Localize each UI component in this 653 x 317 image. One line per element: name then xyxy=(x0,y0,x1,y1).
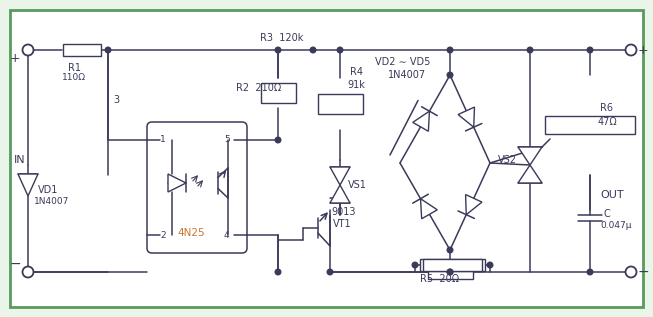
Bar xyxy=(420,259,485,271)
FancyBboxPatch shape xyxy=(147,122,247,253)
Circle shape xyxy=(275,47,281,53)
Circle shape xyxy=(22,44,33,55)
Circle shape xyxy=(275,269,281,275)
Text: R1: R1 xyxy=(68,63,81,73)
Polygon shape xyxy=(168,174,186,192)
Circle shape xyxy=(25,269,31,275)
Bar xyxy=(63,44,101,56)
Circle shape xyxy=(22,267,33,277)
Text: −: − xyxy=(638,265,650,279)
Text: VD1: VD1 xyxy=(38,185,58,195)
Circle shape xyxy=(105,47,111,53)
Circle shape xyxy=(327,269,333,275)
Text: 0.047μ: 0.047μ xyxy=(600,222,631,230)
Circle shape xyxy=(447,247,453,253)
Text: 4: 4 xyxy=(224,230,230,240)
Circle shape xyxy=(310,47,316,53)
Text: R3  120k: R3 120k xyxy=(260,33,304,43)
Circle shape xyxy=(626,267,637,277)
Circle shape xyxy=(487,262,493,268)
Polygon shape xyxy=(518,147,542,165)
Polygon shape xyxy=(413,111,430,131)
Polygon shape xyxy=(330,185,350,203)
Bar xyxy=(317,94,362,114)
Text: 91k: 91k xyxy=(347,80,365,90)
Text: 2: 2 xyxy=(160,230,166,240)
Circle shape xyxy=(587,47,593,53)
Text: 47Ω: 47Ω xyxy=(598,117,618,127)
Polygon shape xyxy=(421,199,438,219)
Circle shape xyxy=(275,137,281,143)
Polygon shape xyxy=(458,107,475,127)
Text: IN: IN xyxy=(14,155,26,165)
Text: VT1: VT1 xyxy=(333,219,351,229)
Text: C: C xyxy=(604,209,611,219)
Text: VS2: VS2 xyxy=(498,155,517,165)
Text: OUT: OUT xyxy=(600,190,624,200)
Text: 5: 5 xyxy=(224,135,230,145)
Circle shape xyxy=(587,269,593,275)
Bar xyxy=(545,116,635,134)
Circle shape xyxy=(447,47,453,53)
Bar xyxy=(261,83,296,103)
Circle shape xyxy=(447,269,453,275)
Circle shape xyxy=(626,44,637,55)
Text: 9013: 9013 xyxy=(331,207,355,217)
Polygon shape xyxy=(466,195,482,215)
Circle shape xyxy=(337,47,343,53)
Text: R6: R6 xyxy=(600,103,613,113)
Bar xyxy=(428,266,473,279)
Text: 1N4007: 1N4007 xyxy=(34,197,69,206)
Text: VS1: VS1 xyxy=(348,180,367,190)
Text: 1N4007: 1N4007 xyxy=(388,70,426,80)
Text: 1: 1 xyxy=(160,135,166,145)
Circle shape xyxy=(527,47,533,53)
Circle shape xyxy=(412,262,418,268)
Text: VD2 ∼ VD5: VD2 ∼ VD5 xyxy=(375,57,430,67)
Polygon shape xyxy=(18,174,38,196)
Text: R4: R4 xyxy=(350,67,363,77)
Polygon shape xyxy=(330,167,350,185)
Text: R5  20Ω: R5 20Ω xyxy=(420,274,459,284)
Text: R2  210Ω: R2 210Ω xyxy=(236,83,281,93)
Text: +: + xyxy=(10,51,20,64)
Polygon shape xyxy=(518,165,542,183)
Circle shape xyxy=(447,269,453,275)
Bar xyxy=(423,259,482,271)
Text: +: + xyxy=(638,43,648,56)
Text: 3: 3 xyxy=(113,95,119,105)
Text: 110Ω: 110Ω xyxy=(62,74,86,82)
Text: −: − xyxy=(9,257,21,271)
Circle shape xyxy=(447,72,453,78)
Text: 4N25: 4N25 xyxy=(177,228,204,238)
